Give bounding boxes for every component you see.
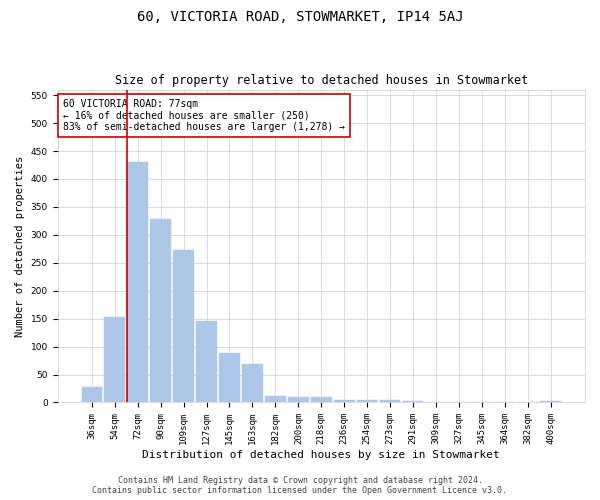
Bar: [242, 364, 263, 403]
Y-axis label: Number of detached properties: Number of detached properties: [15, 156, 25, 336]
Text: Contains HM Land Registry data © Crown copyright and database right 2024.
Contai: Contains HM Land Registry data © Crown c…: [92, 476, 508, 495]
Bar: [357, 400, 377, 402]
Text: 60 VICTORIA ROAD: 77sqm
← 16% of detached houses are smaller (250)
83% of semi-d: 60 VICTORIA ROAD: 77sqm ← 16% of detache…: [63, 99, 345, 132]
Bar: [334, 400, 355, 402]
Bar: [311, 397, 332, 402]
Bar: [219, 354, 240, 403]
Bar: [151, 219, 171, 402]
Bar: [104, 317, 125, 402]
Bar: [196, 322, 217, 402]
Bar: [127, 162, 148, 402]
Bar: [265, 396, 286, 402]
Bar: [288, 398, 308, 402]
Text: 60, VICTORIA ROAD, STOWMARKET, IP14 5AJ: 60, VICTORIA ROAD, STOWMARKET, IP14 5AJ: [137, 10, 463, 24]
Title: Size of property relative to detached houses in Stowmarket: Size of property relative to detached ho…: [115, 74, 528, 87]
Bar: [541, 401, 561, 402]
X-axis label: Distribution of detached houses by size in Stowmarket: Distribution of detached houses by size …: [142, 450, 500, 460]
Bar: [82, 388, 102, 402]
Bar: [380, 400, 400, 402]
Bar: [173, 250, 194, 402]
